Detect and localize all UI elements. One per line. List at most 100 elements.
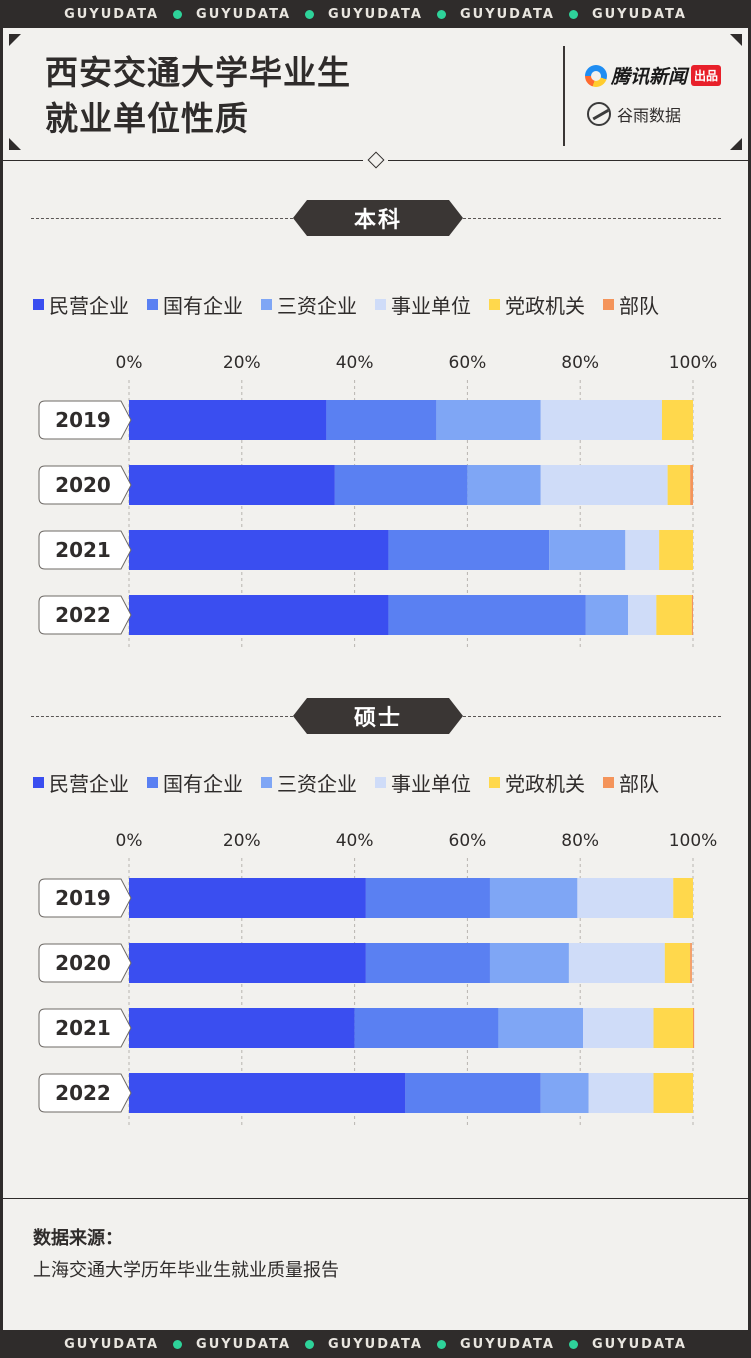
ticker-text: GUYUDATA — [64, 1336, 160, 1352]
bar-segment — [489, 943, 569, 983]
legend-swatch — [603, 777, 614, 788]
legend-item: 国有企业 — [147, 768, 243, 797]
bar-segment — [691, 595, 693, 635]
section-dash — [31, 218, 293, 219]
bar-segment — [653, 1073, 693, 1113]
ticker-text: GUYUDATA — [64, 6, 160, 22]
brand1-badge: 出品 — [691, 65, 722, 86]
legend-label: 民营企业 — [49, 294, 129, 318]
x-tick-label: 100% — [669, 353, 718, 373]
category-label: 2021 — [55, 538, 111, 562]
ticker-dot — [173, 9, 183, 19]
bar-segment — [540, 1073, 589, 1113]
x-tick-label: 20% — [223, 353, 261, 373]
legend-swatch — [375, 299, 386, 310]
bottom-ticker: GUYUDATA GUYUDATA GUYUDATA GUYUDATA GUYU… — [0, 1330, 751, 1358]
category-label: 2020 — [55, 951, 111, 975]
bar-segment — [673, 878, 693, 918]
legend-item: 三资企业 — [261, 768, 357, 797]
bar-segment — [661, 400, 693, 440]
corner-decoration — [9, 34, 21, 46]
legend-label: 三资企业 — [277, 294, 357, 318]
ticker-dot — [173, 1339, 183, 1349]
bar-segment — [129, 400, 327, 440]
bar-segment — [436, 400, 541, 440]
ticker-text: GUYUDATA — [591, 6, 687, 22]
legend-swatch — [261, 777, 272, 788]
section-dash — [463, 218, 721, 219]
guyu-logo-icon — [587, 102, 611, 126]
legend-swatch — [261, 299, 272, 310]
ticker-dot — [568, 9, 578, 19]
bar-segment — [388, 530, 550, 570]
year-tag — [38, 1073, 132, 1113]
top-ticker: GUYUDATA GUYUDATA GUYUDATA GUYUDATA GUYU… — [0, 0, 751, 28]
legend-label: 国有企业 — [163, 294, 243, 318]
bar-segment — [667, 465, 691, 505]
legend-item: 民营企业 — [33, 290, 129, 319]
x-tick-label: 20% — [223, 831, 261, 851]
category-label: 2019 — [55, 886, 111, 910]
bar-segment — [129, 530, 389, 570]
bar-segment — [405, 1073, 541, 1113]
section-title: 硕士 — [293, 698, 463, 734]
bar-segment — [540, 465, 668, 505]
header-divider — [563, 46, 565, 146]
bar-segment — [656, 595, 692, 635]
year-tag — [38, 943, 132, 983]
legend-item: 民营企业 — [33, 768, 129, 797]
bar-segment — [129, 595, 389, 635]
bar-segment — [585, 595, 629, 635]
stacked-bar-chart: 0% 20% 40% 60% 80% 100% 2019 2020 2021 2022 — [38, 831, 717, 1125]
section-title: 本科 — [293, 200, 463, 236]
bar-segment — [577, 878, 674, 918]
ticker-text: GUYUDATA — [459, 6, 555, 22]
year-tag — [38, 878, 132, 918]
ticker-dot — [436, 1339, 446, 1349]
year-tag — [38, 595, 132, 635]
chart-legend: 民营企业 国有企业 三资企业 事业单位 党政机关 部队 — [33, 290, 659, 319]
diamond-icon — [367, 151, 385, 169]
ticker-text: GUYUDATA — [591, 1336, 687, 1352]
bar-segment — [664, 943, 691, 983]
bar-segment — [129, 1008, 355, 1048]
bar-segment — [690, 465, 693, 505]
bar-segment — [388, 595, 586, 635]
ticker-dot — [305, 9, 315, 19]
bar-segment — [653, 1008, 693, 1048]
infographic-card: 西安交通大学毕业生 就业单位性质 腾讯新闻 出品 谷雨数据 本科 民营企业 国有企… — [3, 28, 748, 1330]
legend-label: 部队 — [619, 294, 659, 318]
title-line-1: 西安交通大学毕业生 — [45, 53, 351, 92]
ticker-text: GUYUDATA — [328, 1336, 423, 1352]
legend-swatch — [147, 777, 158, 788]
legend-swatch — [33, 777, 44, 788]
page-title: 西安交通大学毕业生 就业单位性质 — [45, 50, 351, 142]
bar-segment — [659, 530, 693, 570]
bar-segment — [129, 943, 366, 983]
brand1-name: 腾讯新闻 — [611, 66, 688, 88]
year-tag — [38, 400, 132, 440]
bar-segment — [129, 465, 335, 505]
legend-swatch — [375, 777, 386, 788]
legend-item: 事业单位 — [375, 768, 471, 797]
legend-swatch — [489, 299, 500, 310]
section-dash — [31, 716, 293, 717]
x-tick-label: 40% — [336, 831, 374, 851]
x-tick-label: 60% — [449, 831, 487, 851]
x-tick-label: 60% — [449, 353, 487, 373]
ticker-text: GUYUDATA — [196, 6, 292, 22]
legend-label: 事业单位 — [391, 294, 471, 318]
header-rule — [388, 160, 748, 161]
ticker-dot — [305, 1339, 315, 1349]
header-rule — [3, 160, 363, 161]
bar-segment — [129, 1073, 406, 1113]
legend-swatch — [489, 777, 500, 788]
bar-segment — [690, 943, 692, 983]
bar-segment — [625, 530, 660, 570]
legend-label: 部队 — [619, 772, 659, 796]
bar-segment — [583, 1008, 654, 1048]
ticker-dot — [568, 1339, 578, 1349]
x-tick-label: 80% — [561, 831, 599, 851]
year-tag — [38, 465, 132, 505]
bar-segment — [354, 1008, 499, 1048]
